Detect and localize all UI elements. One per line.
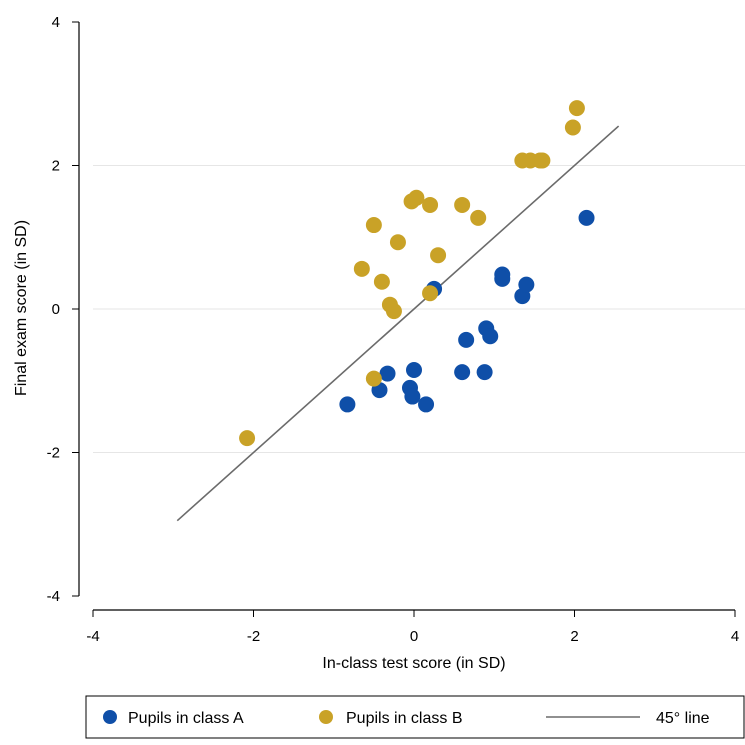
data-point-class-b [454,196,471,213]
data-point-class-a [458,331,475,348]
data-point-class-a [494,270,511,287]
data-point-class-b [353,260,370,277]
x-tick-label: 2 [570,628,578,645]
legend-label-class-a: Pupils in class A [128,710,244,727]
y-tick-label: -4 [47,588,60,605]
x-tick-label: -2 [247,628,260,645]
data-point-class-a [518,276,535,293]
y-tick-label: 4 [52,14,60,31]
legend: Pupils in class A Pupils in class B 45° … [85,695,745,739]
data-point-class-b [385,303,402,320]
x-ticks: -4 -2 0 2 4 [86,610,739,645]
x-axis-title: In-class test score (in SD) [322,655,505,672]
data-point-class-a [482,328,499,345]
data-point-class-a [379,365,396,382]
x-tick-label: 4 [731,628,739,645]
data-point-class-b [239,430,256,447]
grid-layer [93,165,745,453]
data-point-class-b [470,209,487,226]
legend-marker-class-a [103,710,117,724]
data-point-class-b [389,234,406,251]
reference-line-45 [176,125,620,522]
data-point-class-a [404,388,421,405]
legend-label-45-line: 45° line [656,710,710,727]
x-tick-label: -4 [86,628,99,645]
legend-marker-class-b [319,710,333,724]
data-point-class-a [418,396,435,413]
points-layer [239,100,595,447]
reference-line-layer [176,125,620,522]
data-point-class-b [373,273,390,290]
legend-label-class-b: Pupils in class B [346,710,463,727]
data-point-class-b [408,189,425,206]
data-point-class-b [430,247,447,264]
y-ticks: 4 2 0 -2 -4 [47,14,79,605]
data-point-class-a [339,396,356,413]
y-tick-label: 0 [52,301,60,318]
data-point-class-b [422,285,439,302]
data-point-class-a [578,209,595,226]
y-tick-label: 2 [52,158,60,175]
data-point-class-b [365,217,382,234]
data-point-class-a [476,364,493,381]
x-tick-label: 0 [410,628,418,645]
data-point-class-b [422,196,439,213]
data-point-class-b [534,152,551,169]
data-point-class-b [365,370,382,387]
data-point-class-a [454,364,471,381]
data-point-class-b [564,119,581,136]
data-point-class-b [568,100,585,117]
data-point-class-a [406,361,422,378]
y-tick-label: -2 [47,445,60,462]
y-axis-title: Final exam score (in SD) [13,220,30,396]
